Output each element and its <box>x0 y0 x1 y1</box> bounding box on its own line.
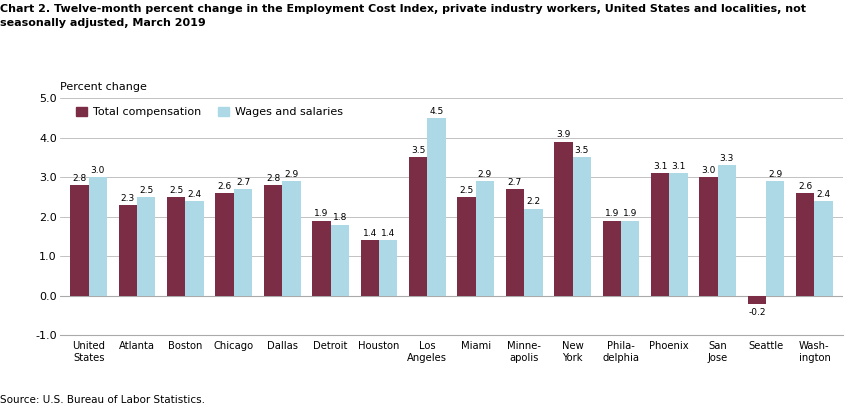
Bar <box>506 189 524 296</box>
Bar <box>621 221 639 296</box>
Text: 2.6: 2.6 <box>798 182 812 191</box>
Text: 3.5: 3.5 <box>411 146 425 155</box>
Bar <box>331 225 349 296</box>
Bar <box>602 221 621 296</box>
Bar <box>475 181 494 296</box>
Bar <box>167 197 186 296</box>
Text: 1.4: 1.4 <box>363 229 377 238</box>
Text: 2.5: 2.5 <box>139 186 153 195</box>
Text: 3.1: 3.1 <box>671 162 686 171</box>
Bar <box>233 189 252 296</box>
Bar <box>89 177 107 296</box>
Bar <box>409 157 428 296</box>
Text: 2.9: 2.9 <box>478 170 492 179</box>
Text: 2.9: 2.9 <box>285 170 298 179</box>
Text: 2.7: 2.7 <box>508 178 522 187</box>
Bar <box>699 177 717 296</box>
Bar <box>312 221 331 296</box>
Bar <box>573 157 591 296</box>
Text: 3.5: 3.5 <box>574 146 589 155</box>
Text: 2.4: 2.4 <box>816 190 831 199</box>
Bar <box>717 165 736 296</box>
Bar <box>670 173 688 296</box>
Bar <box>264 185 282 296</box>
Bar <box>796 193 815 296</box>
Bar <box>186 201 204 296</box>
Bar <box>118 205 137 296</box>
Text: 1.9: 1.9 <box>623 209 637 218</box>
Text: 3.0: 3.0 <box>90 166 105 175</box>
Bar <box>458 197 475 296</box>
Bar <box>766 181 785 296</box>
Bar <box>524 209 543 296</box>
Text: 2.8: 2.8 <box>72 174 87 183</box>
Text: 2.8: 2.8 <box>266 174 280 183</box>
Legend: Total compensation, Wages and salaries: Total compensation, Wages and salaries <box>73 104 346 121</box>
Bar <box>554 142 573 296</box>
Bar <box>360 240 379 296</box>
Text: seasonally adjusted, March 2019: seasonally adjusted, March 2019 <box>0 18 205 28</box>
Text: 4.5: 4.5 <box>429 107 444 116</box>
Text: 2.5: 2.5 <box>459 186 474 195</box>
Text: 3.0: 3.0 <box>701 166 716 175</box>
Text: 2.5: 2.5 <box>170 186 183 195</box>
Text: Percent change: Percent change <box>60 82 147 92</box>
Bar <box>282 181 301 296</box>
Text: 3.9: 3.9 <box>556 130 571 139</box>
Text: 1.9: 1.9 <box>314 209 329 218</box>
Text: 3.3: 3.3 <box>720 154 734 163</box>
Text: -0.2: -0.2 <box>748 308 766 317</box>
Text: 3.1: 3.1 <box>653 162 667 171</box>
Text: 1.8: 1.8 <box>332 213 347 222</box>
Bar <box>379 240 397 296</box>
Text: 1.9: 1.9 <box>605 209 619 218</box>
Bar <box>70 185 89 296</box>
Bar <box>428 118 446 296</box>
Text: 2.6: 2.6 <box>217 182 232 191</box>
Text: Source: U.S. Bureau of Labor Statistics.: Source: U.S. Bureau of Labor Statistics. <box>0 395 205 405</box>
Text: 2.3: 2.3 <box>121 193 135 202</box>
Text: 2.9: 2.9 <box>769 170 782 179</box>
Text: 2.2: 2.2 <box>527 198 540 207</box>
Bar <box>748 296 766 304</box>
Text: 2.7: 2.7 <box>236 178 250 187</box>
Bar <box>216 193 233 296</box>
Bar <box>651 173 670 296</box>
Bar <box>137 197 155 296</box>
Bar <box>815 201 833 296</box>
Text: Chart 2. Twelve-month percent change in the Employment Cost Index, private indus: Chart 2. Twelve-month percent change in … <box>0 4 806 14</box>
Text: 2.4: 2.4 <box>187 190 202 199</box>
Text: 1.4: 1.4 <box>381 229 395 238</box>
